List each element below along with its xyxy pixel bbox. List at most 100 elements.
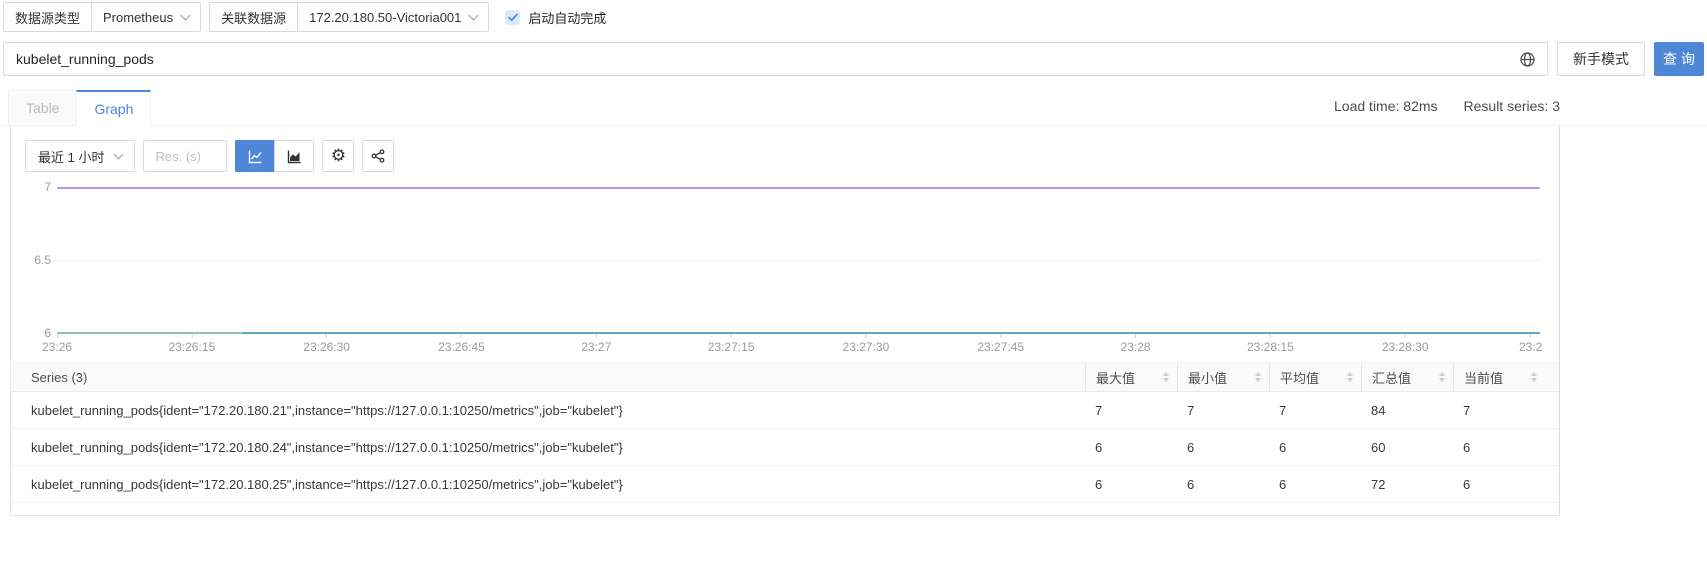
datasource-group: 关联数据源 172.20.180.50-Victoria001 [209, 2, 490, 32]
datasource-type-label: 数据源类型 [4, 3, 93, 31]
value-cell: 7 [1279, 402, 1287, 418]
column-header[interactable]: 最小值 [1177, 363, 1269, 391]
plot-area[interactable] [57, 187, 1540, 334]
table-row[interactable]: kubelet_running_pods{ident="172.20.180.2… [11, 392, 1559, 429]
sort-desc-icon [1531, 378, 1537, 382]
sort-asc-icon [1439, 372, 1445, 376]
column-header[interactable]: 平均值 [1269, 363, 1361, 391]
globe-icon[interactable] [1520, 51, 1535, 67]
share-button[interactable] [362, 140, 395, 172]
sort-desc-icon [1439, 378, 1445, 382]
series-name-cell: kubelet_running_pods{ident="172.20.180.2… [31, 402, 623, 418]
tick-mark [56, 334, 58, 338]
column-header[interactable]: 最大值 [1085, 363, 1177, 391]
resolution-input[interactable] [143, 140, 228, 172]
series-table-body: kubelet_running_pods{ident="172.20.180.2… [11, 392, 1559, 503]
x-axis-tick: 23:27:45 [977, 333, 1024, 354]
area-chart-button[interactable] [274, 140, 315, 172]
value-cell: 7 [1187, 402, 1195, 418]
tick-mark [1000, 334, 1002, 338]
tab-graph[interactable]: Graph [76, 90, 152, 126]
table-header-columns: 最大值 最小值 平均值 汇总值 当前值 [1085, 363, 1545, 391]
line-chart-icon [248, 150, 262, 163]
value-cell: 72 [1371, 476, 1386, 492]
column-header[interactable]: 当前值 [1453, 363, 1545, 391]
column-header-label: 最大值 [1096, 370, 1136, 386]
series-name-cell: kubelet_running_pods{ident="172.20.180.2… [31, 476, 623, 492]
promql-input-wrap [3, 42, 1548, 76]
sort-desc-icon [1163, 378, 1169, 382]
sort-icon[interactable] [1163, 372, 1169, 382]
datasource-select[interactable]: 172.20.180.50-Victoria001 [298, 3, 488, 31]
x-axis-tick: 23:27 [581, 333, 611, 354]
datasource-bar: 数据源类型 Prometheus 关联数据源 172.20.180.50-Vic… [0, 0, 1707, 32]
sort-icon[interactable] [1439, 372, 1445, 382]
x-axis-labels: 23:26 23:26:15 23:26:30 23:26:45 23:27 23:27:… [42, 333, 1543, 355]
promql-input[interactable] [16, 51, 1520, 67]
tick-mark [595, 334, 597, 338]
value-cell: 6 [1279, 439, 1287, 455]
y-axis-tick-label: 7 [44, 180, 51, 194]
value-cell: 6 [1187, 476, 1195, 492]
tick-mark [730, 334, 732, 338]
x-axis-tick-label: 23:26:45 [438, 340, 485, 354]
datasource-type-value: Prometheus [103, 9, 174, 25]
value-cell: 6 [1187, 439, 1195, 455]
x-axis-tick-label: 23:2 [1518, 340, 1543, 354]
x-axis-tick: 23:28 [1121, 333, 1151, 354]
graph-panel: 最近 1 小时 ⚙ 76.56 [10, 126, 1560, 516]
sort-desc-icon [1255, 378, 1261, 382]
novice-mode-button[interactable]: 新手模式 [1557, 42, 1645, 76]
x-axis-tick-label: 23:26 [41, 340, 73, 354]
sort-icon[interactable] [1347, 372, 1353, 382]
sort-asc-icon [1163, 372, 1169, 376]
y-axis-tick-label: 6 [44, 326, 51, 340]
autocomplete-toggle[interactable]: 启动自动完成 [505, 8, 606, 27]
tab-table[interactable]: Table [8, 90, 78, 126]
result-tabs: Table Graph Load time: 82ms Result serie… [0, 90, 1707, 126]
x-axis-tick-label: 23:28:15 [1247, 340, 1294, 354]
datasource-label: 关联数据源 [210, 3, 299, 31]
sort-desc-icon [1347, 378, 1353, 382]
y-axis-tick-label: 6.5 [34, 253, 51, 267]
sort-asc-icon [1531, 372, 1537, 376]
graph-toolbar: 最近 1 小时 ⚙ [11, 126, 1559, 172]
checkbox-checked-icon[interactable] [505, 9, 521, 25]
x-axis-tick-label: 23:26:30 [303, 340, 350, 354]
series-table: Series (3) 最大值 最小值 平均值 汇总值 当前值 kubelet_runni… [11, 362, 1559, 503]
series-name-cell: kubelet_running_pods{ident="172.20.180.2… [31, 439, 623, 455]
chevron-down-icon [468, 10, 479, 20]
x-axis-tick-label: 23:26:15 [168, 340, 216, 354]
tick-mark [326, 334, 328, 338]
line-chart-button[interactable] [235, 140, 276, 172]
sort-icon[interactable] [1255, 372, 1261, 382]
chevron-down-icon [180, 10, 191, 20]
value-cell: 84 [1371, 402, 1386, 418]
column-header[interactable]: 汇总值 [1361, 363, 1453, 391]
time-range-value: 最近 1 小时 [38, 149, 105, 165]
chevron-down-icon [114, 149, 124, 159]
tick-mark [865, 334, 867, 338]
datasource-type-select[interactable]: Prometheus [92, 3, 200, 31]
query-bar: 新手模式 查 询 [3, 42, 1704, 76]
autocomplete-label: 启动自动完成 [528, 10, 607, 26]
y-axis-labels: 7 6.5 6 [11, 180, 51, 340]
table-row[interactable]: kubelet_running_pods{ident="172.20.180.2… [11, 466, 1559, 503]
query-button[interactable]: 查 询 [1654, 42, 1704, 76]
tick-mark [191, 334, 193, 338]
table-row[interactable]: kubelet_running_pods{ident="172.20.180.2… [11, 429, 1559, 466]
tick-mark [1135, 334, 1137, 338]
x-axis-tick: 23:27:30 [843, 333, 889, 354]
chart-type-group [235, 140, 315, 172]
chart-series-line [242, 332, 1540, 334]
time-range-select[interactable]: 最近 1 小时 [25, 140, 136, 172]
datasource-type-group: 数据源类型 Prometheus [3, 2, 202, 32]
tick-mark [1404, 334, 1406, 338]
value-cell: 6 [1095, 476, 1103, 492]
sort-icon[interactable] [1531, 372, 1537, 382]
settings-button[interactable]: ⚙ [322, 140, 355, 172]
column-header-label: 当前值 [1464, 370, 1504, 386]
column-header-label: 最小值 [1188, 370, 1228, 386]
result-series-text: Result series: 3 [1463, 98, 1560, 114]
query-stats: Load time: 82ms Result series: 3 [1334, 90, 1560, 122]
